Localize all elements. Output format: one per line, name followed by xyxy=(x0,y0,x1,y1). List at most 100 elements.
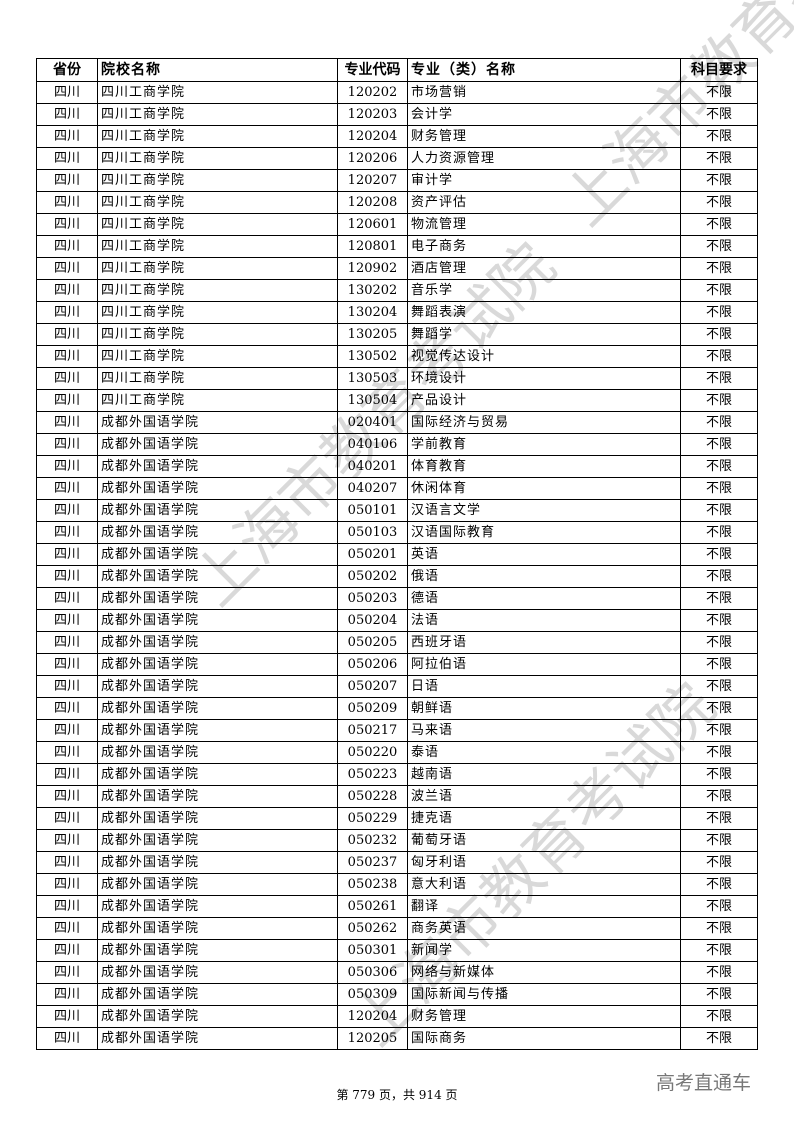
cell-requirement: 不限 xyxy=(680,675,758,698)
cell-province: 四川 xyxy=(36,521,98,544)
cell-code: 050232 xyxy=(337,829,408,852)
cell-requirement: 不限 xyxy=(680,213,758,236)
cell-school: 成都外国语学院 xyxy=(97,961,338,984)
cell-province: 四川 xyxy=(36,81,98,104)
cell-province: 四川 xyxy=(36,807,98,830)
cell-code: 050103 xyxy=(337,521,408,544)
cell-province: 四川 xyxy=(36,851,98,874)
cell-school: 成都外国语学院 xyxy=(97,851,338,874)
cell-school: 成都外国语学院 xyxy=(97,807,338,830)
cell-school: 成都外国语学院 xyxy=(97,1027,338,1050)
cell-school: 成都外国语学院 xyxy=(97,433,338,456)
cell-major: 财务管理 xyxy=(407,1005,681,1028)
table-row: 四川 四川工商学院 130204 舞蹈表演 不限 xyxy=(36,301,758,324)
cell-code: 050306 xyxy=(337,961,408,984)
cell-requirement: 不限 xyxy=(680,609,758,632)
cell-school: 四川工商学院 xyxy=(97,279,338,302)
cell-major: 俄语 xyxy=(407,565,681,588)
cell-province: 四川 xyxy=(36,609,98,632)
cell-school: 四川工商学院 xyxy=(97,367,338,390)
cell-code: 050220 xyxy=(337,741,408,764)
table-row: 四川 成都外国语学院 050217 马来语 不限 xyxy=(36,719,758,742)
cell-code: 130205 xyxy=(337,323,408,346)
cell-requirement: 不限 xyxy=(680,917,758,940)
cell-code: 050309 xyxy=(337,983,408,1006)
cell-province: 四川 xyxy=(36,301,98,324)
cell-requirement: 不限 xyxy=(680,411,758,434)
cell-major: 环境设计 xyxy=(407,367,681,390)
cell-code: 050203 xyxy=(337,587,408,610)
cell-code: 120207 xyxy=(337,169,408,192)
cell-major: 休闲体育 xyxy=(407,477,681,500)
cell-code: 050201 xyxy=(337,543,408,566)
cell-major: 体育教育 xyxy=(407,455,681,478)
cell-province: 四川 xyxy=(36,1005,98,1028)
cell-school: 四川工商学院 xyxy=(97,235,338,258)
cell-school: 成都外国语学院 xyxy=(97,873,338,896)
table-row: 四川 四川工商学院 120801 电子商务 不限 xyxy=(36,235,758,258)
cell-code: 120902 xyxy=(337,257,408,280)
cell-requirement: 不限 xyxy=(680,191,758,214)
cell-major: 葡萄牙语 xyxy=(407,829,681,852)
table-row: 四川 成都外国语学院 050203 德语 不限 xyxy=(36,587,758,610)
cell-province: 四川 xyxy=(36,983,98,1006)
cell-requirement: 不限 xyxy=(680,895,758,918)
cell-school: 四川工商学院 xyxy=(97,323,338,346)
table-row: 四川 四川工商学院 120208 资产评估 不限 xyxy=(36,191,758,214)
major-requirements-table: 省份 院校名称 专业代码 专业（类）名称 科目要求 四川 四川工商学院 120202… xyxy=(36,58,758,1050)
cell-school: 四川工商学院 xyxy=(97,125,338,148)
cell-requirement: 不限 xyxy=(680,631,758,654)
cell-major: 舞蹈表演 xyxy=(407,301,681,324)
header-school: 院校名称 xyxy=(97,58,338,82)
cell-school: 四川工商学院 xyxy=(97,389,338,412)
cell-school: 成都外国语学院 xyxy=(97,763,338,786)
cell-province: 四川 xyxy=(36,631,98,654)
table-row: 四川 成都外国语学院 050206 阿拉伯语 不限 xyxy=(36,653,758,676)
cell-major: 法语 xyxy=(407,609,681,632)
cell-province: 四川 xyxy=(36,169,98,192)
cell-requirement: 不限 xyxy=(680,521,758,544)
cell-code: 120206 xyxy=(337,147,408,170)
cell-requirement: 不限 xyxy=(680,807,758,830)
cell-code: 050207 xyxy=(337,675,408,698)
table-row: 四川 成都外国语学院 050205 西班牙语 不限 xyxy=(36,631,758,654)
cell-school: 四川工商学院 xyxy=(97,81,338,104)
cell-requirement: 不限 xyxy=(680,103,758,126)
cell-major: 视觉传达设计 xyxy=(407,345,681,368)
cell-school: 成都外国语学院 xyxy=(97,829,338,852)
cell-school: 成都外国语学院 xyxy=(97,609,338,632)
cell-province: 四川 xyxy=(36,191,98,214)
table-row: 四川 四川工商学院 120202 市场营销 不限 xyxy=(36,81,758,104)
cell-requirement: 不限 xyxy=(680,169,758,192)
cell-code: 050262 xyxy=(337,917,408,940)
cell-requirement: 不限 xyxy=(680,1005,758,1028)
cell-major: 国际新闻与传播 xyxy=(407,983,681,1006)
cell-code: 050238 xyxy=(337,873,408,896)
table-row: 四川 成都外国语学院 040201 体育教育 不限 xyxy=(36,455,758,478)
cell-province: 四川 xyxy=(36,433,98,456)
table-row: 四川 成都外国语学院 050101 汉语言文学 不限 xyxy=(36,499,758,522)
cell-province: 四川 xyxy=(36,785,98,808)
cell-requirement: 不限 xyxy=(680,741,758,764)
cell-requirement: 不限 xyxy=(680,983,758,1006)
cell-province: 四川 xyxy=(36,587,98,610)
cell-major: 会计学 xyxy=(407,103,681,126)
table-row: 四川 成都外国语学院 020401 国际经济与贸易 不限 xyxy=(36,411,758,434)
cell-code: 130204 xyxy=(337,301,408,324)
cell-requirement: 不限 xyxy=(680,829,758,852)
cell-province: 四川 xyxy=(36,829,98,852)
cell-school: 成都外国语学院 xyxy=(97,983,338,1006)
table-row: 四川 成都外国语学院 050207 日语 不限 xyxy=(36,675,758,698)
cell-school: 成都外国语学院 xyxy=(97,631,338,654)
cell-requirement: 不限 xyxy=(680,961,758,984)
cell-requirement: 不限 xyxy=(680,235,758,258)
cell-code: 130503 xyxy=(337,367,408,390)
cell-province: 四川 xyxy=(36,565,98,588)
cell-requirement: 不限 xyxy=(680,873,758,896)
cell-major: 产品设计 xyxy=(407,389,681,412)
cell-requirement: 不限 xyxy=(680,587,758,610)
cell-code: 050217 xyxy=(337,719,408,742)
cell-major: 电子商务 xyxy=(407,235,681,258)
cell-code: 120601 xyxy=(337,213,408,236)
cell-province: 四川 xyxy=(36,477,98,500)
